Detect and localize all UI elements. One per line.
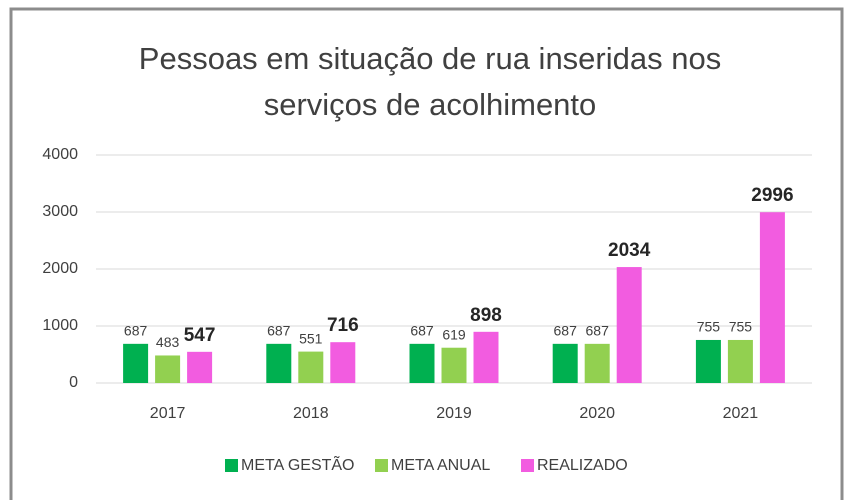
data-label: 687 xyxy=(586,323,610,339)
bar xyxy=(266,343,292,383)
legend-swatch xyxy=(225,459,238,472)
data-label: 687 xyxy=(267,323,291,339)
bar xyxy=(584,343,610,383)
legend-label: META ANUAL xyxy=(391,457,490,474)
y-tick-label: 0 xyxy=(69,374,78,391)
data-label: 2996 xyxy=(751,185,793,206)
data-label: 755 xyxy=(729,319,753,335)
bar xyxy=(759,212,785,383)
bar xyxy=(330,342,356,383)
bar xyxy=(727,339,753,383)
bar xyxy=(409,343,435,383)
bar xyxy=(298,351,324,383)
bar xyxy=(123,343,149,383)
bar xyxy=(552,343,578,383)
y-tick-label: 2000 xyxy=(42,260,78,277)
y-tick-label: 4000 xyxy=(42,146,78,163)
bar xyxy=(695,339,721,383)
x-tick-label: 2017 xyxy=(150,405,186,422)
bar xyxy=(441,347,467,383)
x-tick-label: 2019 xyxy=(436,405,472,422)
data-label: 755 xyxy=(697,319,721,335)
data-label: 2034 xyxy=(608,240,651,261)
data-label: 687 xyxy=(410,323,434,339)
data-label: 687 xyxy=(554,323,578,339)
bar xyxy=(473,331,499,383)
bar xyxy=(155,355,181,383)
chart-border xyxy=(9,7,844,500)
chart-title: Pessoas em situação de rua inseridas nos… xyxy=(138,41,722,122)
legend-label: REALIZADO xyxy=(537,457,628,474)
legend-swatch xyxy=(375,459,388,472)
y-tick-label: 3000 xyxy=(42,203,78,220)
data-label: 898 xyxy=(470,305,502,326)
data-label: 687 xyxy=(124,323,148,339)
x-tick-label: 2018 xyxy=(293,405,329,422)
data-label: 547 xyxy=(184,325,216,346)
bar xyxy=(187,351,213,383)
x-tick-label: 2020 xyxy=(579,405,615,422)
bar xyxy=(616,267,642,383)
data-label: 716 xyxy=(327,315,359,336)
x-tick-label: 2021 xyxy=(723,405,759,422)
legend-swatch xyxy=(521,459,534,472)
legend-label: META GESTÃO xyxy=(241,454,355,474)
data-label: 483 xyxy=(156,334,180,350)
data-label: 619 xyxy=(442,326,466,342)
y-tick-label: 1000 xyxy=(42,317,78,334)
data-label: 551 xyxy=(299,330,323,346)
